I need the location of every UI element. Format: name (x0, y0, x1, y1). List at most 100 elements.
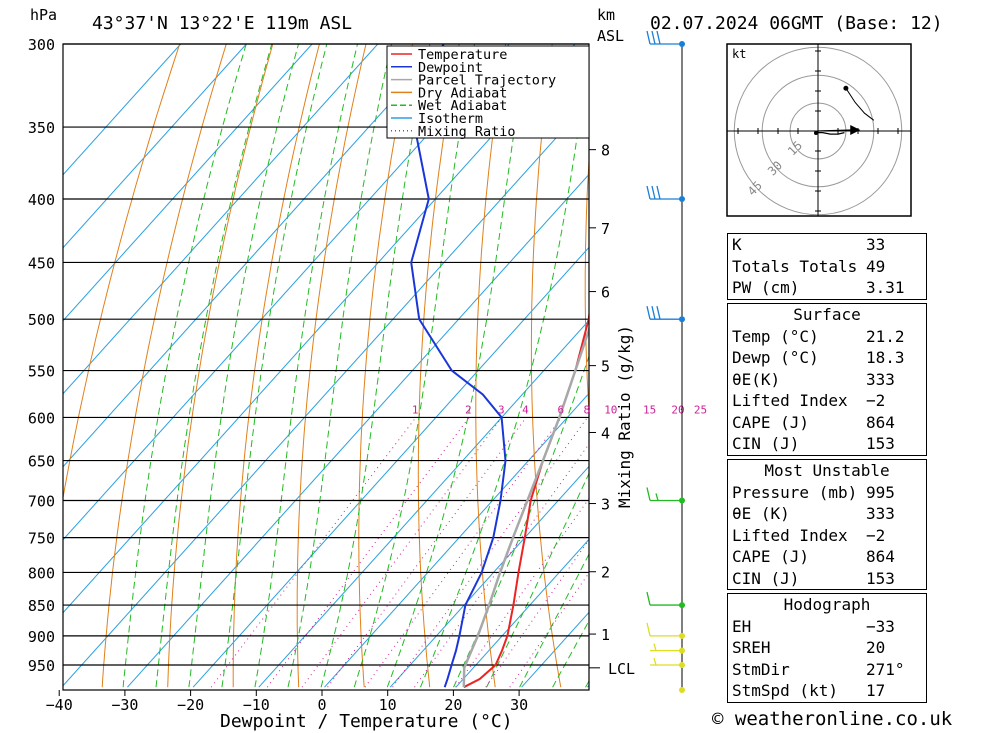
mixing-ratio-label: 2 (465, 403, 472, 416)
wind-barb-flag (656, 306, 661, 320)
pressure-tick-label: 500 (28, 311, 55, 329)
mixing-ratio-label: 20 (671, 403, 684, 416)
mixing-ratio-line (210, 417, 417, 688)
isotherm-line (389, 465, 589, 688)
surface-row: Dewp (°C) 18.3 (732, 348, 905, 367)
index-row-k: K 33 (732, 235, 886, 254)
wind-barb-flag (646, 30, 651, 45)
wet-adiabat-line (353, 44, 475, 688)
hodograph-table: Hodograph EH −33 SREH 20 StmDir 271° StmSpd… (727, 593, 927, 703)
dry-adiabat-line (925, 44, 1000, 687)
surface-table: Surface Temp (°C) 21.2 Dewp (°C) 18.3 θE(K… (727, 303, 927, 456)
km-tick-label: 5 (601, 358, 610, 376)
mixing-ratio-line (414, 443, 589, 688)
mixing-ratio-line (301, 417, 503, 688)
pressure-tick-label: 650 (28, 453, 55, 471)
wind-barb-dot (679, 687, 685, 693)
legend-item: Dry Adiabat (418, 85, 507, 101)
wet-adiabat-line (221, 44, 328, 688)
wet-adiabat-line (155, 44, 273, 688)
surface-row: CIN (J) 153 (732, 434, 895, 453)
isotherm-line (455, 538, 589, 688)
mixing-ratio-label: 8 (584, 403, 591, 416)
hodo-row: SREH 20 (732, 638, 886, 657)
wind-barb (646, 30, 682, 45)
mixing-ratio-line (392, 417, 588, 688)
plot-frame (62, 43, 590, 691)
dry-adiabat-line (63, 44, 181, 501)
legend-item: Parcel Trajectory (418, 73, 556, 89)
pressure-tick-label: 350 (28, 119, 55, 137)
mu-row: Lifted Index −2 (732, 525, 886, 545)
storm-motion-arrowhead (850, 125, 861, 135)
wind-barb (646, 185, 682, 200)
hodograph-trace (814, 131, 845, 135)
wet-adiabat-line (386, 44, 528, 688)
wind-barb-flag (656, 185, 661, 200)
pressure-unit-label: hPa (30, 6, 57, 24)
mixing-ratio-label: 3 (498, 403, 505, 416)
wind-barb (650, 643, 682, 652)
most-unstable-table: Most Unstable Pressure (mb) 995 θE (K) 333… (727, 459, 927, 590)
wet-adiabat-line (453, 354, 589, 688)
legend-item: Temperature (418, 47, 507, 63)
hodograph-upper-trace (845, 87, 875, 121)
mixing-ratio-label: 6 (558, 403, 565, 416)
wind-barb (646, 306, 682, 320)
wind-barb (646, 622, 682, 637)
pressure-tick-label: 600 (28, 409, 55, 427)
wind-barb-half-flag (653, 657, 657, 666)
surface-row: Temp (°C) 21.2 (732, 326, 905, 346)
hodo-row: StmDir 271° (732, 659, 905, 679)
wet-adiabat-line (419, 53, 589, 688)
x-tick-label: 0 (317, 696, 326, 714)
index-row-pw: PW (cm) 3.31 (732, 278, 905, 297)
pressure-tick-label: 950 (28, 657, 55, 675)
pressure-tick-label: 800 (28, 564, 55, 582)
dry-adiabat-line (475, 44, 507, 688)
km-unit-label-asl: ASL (597, 27, 624, 45)
mixing-ratio-line (364, 417, 562, 688)
km-tick-label: 8 (601, 142, 610, 160)
isotherm-line (63, 44, 444, 468)
hodograph-point (843, 85, 849, 91)
dry-adiabat-line (584, 152, 589, 421)
wind-barb-flag (656, 30, 661, 45)
dry-adiabat-line (296, 44, 367, 688)
wind-barb-flag (646, 622, 651, 637)
index-row-totals: Totals Totals 49 (732, 256, 886, 276)
lcl-label: LCL (608, 660, 635, 678)
mixing-ratio-label: 15 (643, 403, 656, 416)
wind-barb-half-flag (653, 643, 657, 651)
km-tick-label: 1 (601, 626, 610, 644)
pressure-tick-label: 300 (28, 36, 55, 54)
x-tick-label: −20 (177, 696, 204, 714)
most-unstable-title: Most Unstable (764, 461, 890, 480)
dry-adiabat-line (101, 44, 227, 688)
surface-row: θE(K) 333 (732, 369, 895, 389)
pressure-tick-label: 400 (28, 191, 55, 209)
wet-adiabat-line (287, 44, 392, 688)
location-label: 43°37'N 13°22'E 119m ASL (92, 13, 352, 34)
wet-adiabat-line (188, 44, 299, 688)
mixing-ratio-line (327, 417, 527, 688)
wind-barb-flag (646, 591, 651, 606)
dry-adiabat-line (417, 44, 460, 688)
wind-barb-flag (651, 306, 656, 320)
mu-row: CIN (J) 153 (732, 568, 895, 588)
km-tick-label: 7 (601, 220, 610, 238)
dry-adiabat-line (358, 44, 413, 688)
isotherm-line (63, 44, 379, 395)
x-tick-label: 10 (379, 696, 397, 714)
mixing-ratio-label: 4 (522, 403, 529, 416)
mu-row: Pressure (mb) 995 (732, 482, 895, 502)
dry-adiabat-line (530, 44, 562, 688)
dry-adiabat-line (167, 44, 274, 688)
wind-barb-flag (646, 185, 651, 200)
wet-adiabat-line (254, 44, 358, 688)
x-tick-label: −40 (46, 696, 73, 714)
hodo-row: StmSpd (kt) 17 (732, 681, 886, 700)
